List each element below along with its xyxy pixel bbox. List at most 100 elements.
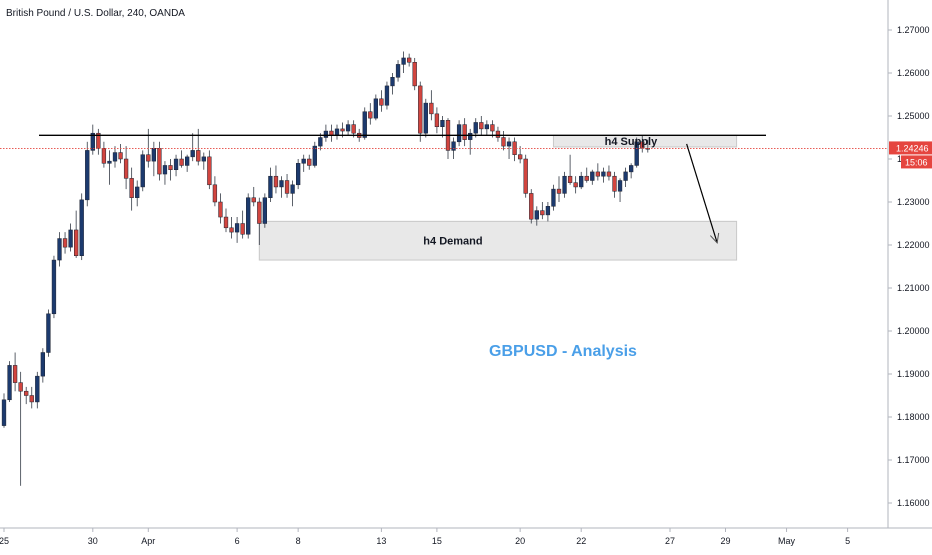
candle-up[interactable] — [279, 180, 284, 188]
candle-up[interactable] — [562, 175, 567, 194]
candle-down[interactable] — [212, 184, 218, 203]
candle-up[interactable] — [296, 163, 301, 186]
candle-down[interactable] — [612, 175, 617, 192]
candle-down[interactable] — [429, 102, 434, 115]
candle-down[interactable] — [251, 197, 256, 203]
candle-up[interactable] — [40, 352, 46, 377]
candle-up[interactable] — [7, 365, 12, 401]
candle-down[interactable] — [168, 165, 173, 170]
candle-up[interactable] — [68, 229, 73, 248]
candle-down[interactable] — [196, 150, 201, 162]
candle-up[interactable] — [373, 98, 379, 119]
candle-down[interactable] — [179, 158, 184, 166]
candle-up[interactable] — [268, 175, 273, 198]
candle-up[interactable] — [85, 150, 90, 201]
candle-up[interactable] — [112, 152, 118, 162]
candle-down[interactable] — [540, 210, 545, 216]
candle-up[interactable] — [551, 188, 556, 207]
candle-down[interactable] — [523, 158, 528, 194]
candle-down[interactable] — [573, 182, 578, 188]
candle-down[interactable] — [307, 158, 312, 166]
candle-up[interactable] — [534, 210, 539, 220]
candle-up[interactable] — [579, 175, 584, 188]
candle-down[interactable] — [240, 223, 245, 235]
candle-down[interactable] — [434, 113, 440, 127]
candle-up[interactable] — [107, 160, 112, 164]
candle-up[interactable] — [135, 186, 140, 198]
candle-up[interactable] — [301, 158, 306, 164]
candle-down[interactable] — [146, 154, 151, 162]
candle-up[interactable] — [246, 197, 251, 235]
candle-up[interactable] — [35, 375, 40, 403]
candle-up[interactable] — [395, 64, 401, 78]
candle-down[interactable] — [518, 154, 523, 160]
candle-down[interactable] — [74, 229, 79, 256]
candle-down[interactable] — [157, 148, 162, 175]
candle-up[interactable] — [234, 223, 240, 233]
candle-up[interactable] — [590, 171, 595, 181]
candle-down[interactable] — [257, 201, 262, 224]
candle-up[interactable] — [51, 259, 57, 315]
candle-up[interactable] — [456, 124, 462, 143]
candle-up[interactable] — [440, 120, 445, 128]
candle-down[interactable] — [12, 365, 18, 383]
candle-up[interactable] — [468, 132, 473, 140]
candle-down[interactable] — [273, 175, 279, 188]
candle-down[interactable] — [340, 128, 345, 132]
candle-down[interactable] — [379, 98, 384, 106]
candle-down[interactable] — [123, 158, 129, 179]
candle-up[interactable] — [162, 165, 168, 175]
candle-up[interactable] — [312, 145, 317, 166]
candle-down[interactable] — [567, 175, 573, 183]
candle-up[interactable] — [484, 124, 490, 130]
candle-up[interactable] — [451, 141, 456, 151]
candle-down[interactable] — [129, 178, 134, 198]
candle-up[interactable] — [473, 122, 478, 134]
candle-up[interactable] — [262, 197, 268, 224]
candle-down[interactable] — [412, 62, 417, 87]
demand-zone[interactable] — [258, 220, 738, 261]
candle-up[interactable] — [46, 313, 51, 353]
candle-up[interactable] — [323, 130, 329, 138]
candle-up[interactable] — [390, 77, 395, 87]
candle-up[interactable] — [617, 180, 623, 192]
candle-up[interactable] — [190, 150, 195, 158]
candle-up[interactable] — [201, 156, 206, 162]
candle-up[interactable] — [57, 238, 62, 261]
candle-down[interactable] — [418, 85, 423, 134]
candle-up[interactable] — [318, 137, 323, 147]
candle-up[interactable] — [334, 128, 340, 136]
candle-down[interactable] — [118, 152, 123, 160]
candle-up[interactable] — [90, 132, 95, 151]
candle-up[interactable] — [79, 199, 84, 257]
candle-up[interactable] — [506, 141, 512, 147]
candle-down[interactable] — [584, 175, 589, 181]
candle-down[interactable] — [18, 382, 23, 392]
candle-down[interactable] — [595, 171, 601, 177]
candle-down[interactable] — [556, 188, 562, 194]
candle-up[interactable] — [384, 85, 390, 106]
candle-down[interactable] — [229, 227, 234, 233]
candle-down[interactable] — [24, 390, 29, 396]
candle-up[interactable] — [423, 102, 428, 134]
candle-down[interactable] — [207, 156, 212, 186]
candle-up[interactable] — [362, 111, 367, 138]
candle-up[interactable] — [545, 206, 551, 216]
candle-up[interactable] — [290, 184, 295, 194]
candle-up[interactable] — [601, 171, 606, 177]
candle-up[interactable] — [401, 57, 406, 65]
candle-down[interactable] — [501, 137, 506, 147]
candle-down[interactable] — [462, 124, 467, 140]
candle-up[interactable] — [173, 158, 179, 170]
candle-down[interactable] — [62, 238, 68, 248]
candle-up[interactable] — [185, 156, 190, 166]
candle-down[interactable] — [407, 57, 412, 63]
candle-up[interactable] — [345, 124, 351, 132]
candle-down[interactable] — [223, 216, 229, 229]
candle-down[interactable] — [490, 124, 495, 132]
candle-up[interactable] — [1, 399, 7, 426]
candle-down[interactable] — [29, 395, 34, 403]
candle-down[interactable] — [96, 132, 101, 149]
candle-up[interactable] — [634, 141, 639, 166]
